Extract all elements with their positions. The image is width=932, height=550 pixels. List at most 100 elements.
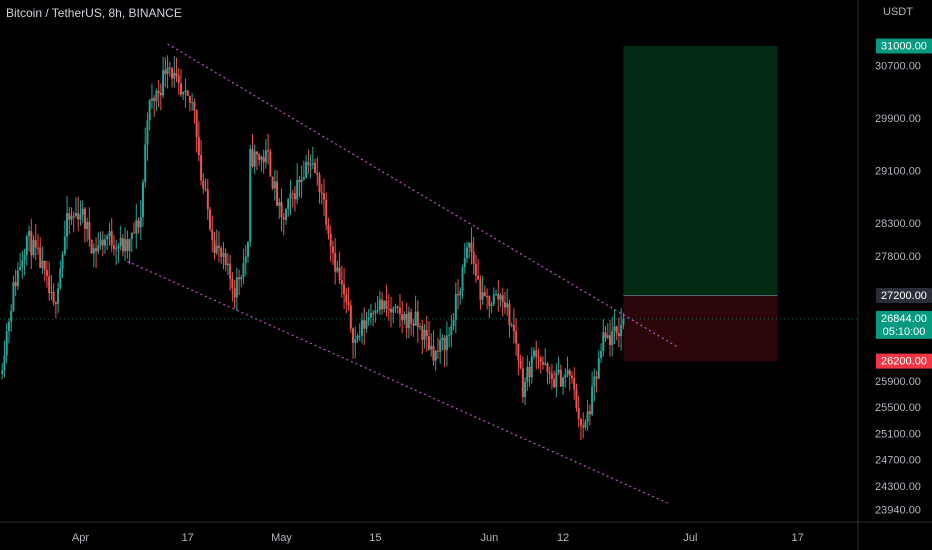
candle xyxy=(595,370,598,393)
candle-body xyxy=(412,323,415,326)
candle-body xyxy=(512,324,515,332)
profit-zone[interactable] xyxy=(623,45,778,296)
candle-body xyxy=(28,231,31,236)
candle-body xyxy=(124,239,127,252)
candle-body xyxy=(273,181,276,189)
candle xyxy=(244,244,247,276)
candle-body xyxy=(334,252,337,272)
candle xyxy=(164,57,167,88)
candle xyxy=(200,140,203,186)
candle xyxy=(579,418,582,440)
candle-body xyxy=(381,299,384,310)
candle-body xyxy=(52,291,55,303)
candle-body xyxy=(142,182,144,218)
candle-body xyxy=(503,302,506,308)
candle xyxy=(166,55,169,89)
candle xyxy=(416,300,419,343)
candle-body xyxy=(32,240,35,256)
candle xyxy=(104,234,107,255)
candle xyxy=(524,377,527,406)
candle-body xyxy=(168,67,171,69)
candle-body xyxy=(282,217,285,220)
price-tag-label: 27200.00 xyxy=(881,290,927,302)
candle-body xyxy=(495,293,498,295)
candle xyxy=(588,404,591,426)
candle-body xyxy=(139,217,142,228)
candle xyxy=(376,296,379,314)
candle-body xyxy=(59,268,62,289)
candle-body xyxy=(445,335,448,351)
candle xyxy=(10,304,13,332)
candle-body xyxy=(150,98,153,101)
candle xyxy=(533,347,536,360)
candle xyxy=(296,163,299,205)
candle-body xyxy=(21,260,24,267)
candle xyxy=(99,231,102,250)
price-tick-label: 24300.00 xyxy=(875,481,921,493)
time-tick-label: 12 xyxy=(557,532,569,544)
candles xyxy=(0,55,858,440)
candle xyxy=(157,79,160,108)
candle-body xyxy=(559,369,562,387)
candle xyxy=(535,340,538,370)
candle xyxy=(488,295,491,318)
candle-body xyxy=(548,371,551,374)
candle xyxy=(206,178,209,221)
candle xyxy=(222,242,225,270)
candle xyxy=(240,274,243,288)
candle xyxy=(555,363,558,398)
candle xyxy=(506,288,509,316)
candle xyxy=(7,318,10,344)
candle-body xyxy=(519,360,522,369)
candle xyxy=(155,88,158,111)
candle-body xyxy=(135,220,138,234)
candle xyxy=(177,67,180,95)
time-axis-ticks: Apr 17 May 15 Jun 12 Jul 17 xyxy=(72,532,804,544)
candle xyxy=(479,275,482,310)
price-tick-label: 25900.00 xyxy=(875,376,921,388)
candle xyxy=(593,368,596,402)
candle-body xyxy=(407,312,410,329)
candle-body xyxy=(461,267,464,291)
candle xyxy=(548,366,551,384)
candle xyxy=(202,173,205,194)
candle-body xyxy=(50,291,53,294)
candle xyxy=(271,176,274,191)
candle xyxy=(39,237,42,269)
candle-body xyxy=(3,355,6,371)
candle xyxy=(61,251,64,279)
candle xyxy=(126,230,129,259)
candle-body xyxy=(267,150,270,152)
candle-body xyxy=(403,313,406,321)
candle xyxy=(419,322,422,331)
candle-body xyxy=(57,288,60,304)
candle xyxy=(620,308,623,351)
time-tick-label: May xyxy=(271,532,292,544)
candle xyxy=(70,207,73,225)
candle xyxy=(573,367,576,400)
channel-lower-line[interactable] xyxy=(127,260,671,505)
candle-body xyxy=(573,378,576,390)
stop-loss-zone[interactable] xyxy=(623,295,778,362)
candle-body xyxy=(229,263,232,279)
candle xyxy=(262,149,265,174)
candle-body xyxy=(390,308,393,313)
candle xyxy=(150,83,153,109)
candle xyxy=(135,203,138,249)
candle xyxy=(213,231,216,260)
channel-upper-line[interactable] xyxy=(167,43,678,348)
candle-body xyxy=(593,376,596,387)
candle-body xyxy=(439,339,442,352)
candle xyxy=(92,243,95,268)
candle xyxy=(285,207,287,225)
candle-body xyxy=(106,236,109,240)
candle-body xyxy=(457,294,460,296)
candle xyxy=(439,328,442,364)
candle-body xyxy=(483,292,486,297)
candle xyxy=(396,304,399,314)
candle xyxy=(481,275,484,305)
candle-body xyxy=(340,280,343,285)
